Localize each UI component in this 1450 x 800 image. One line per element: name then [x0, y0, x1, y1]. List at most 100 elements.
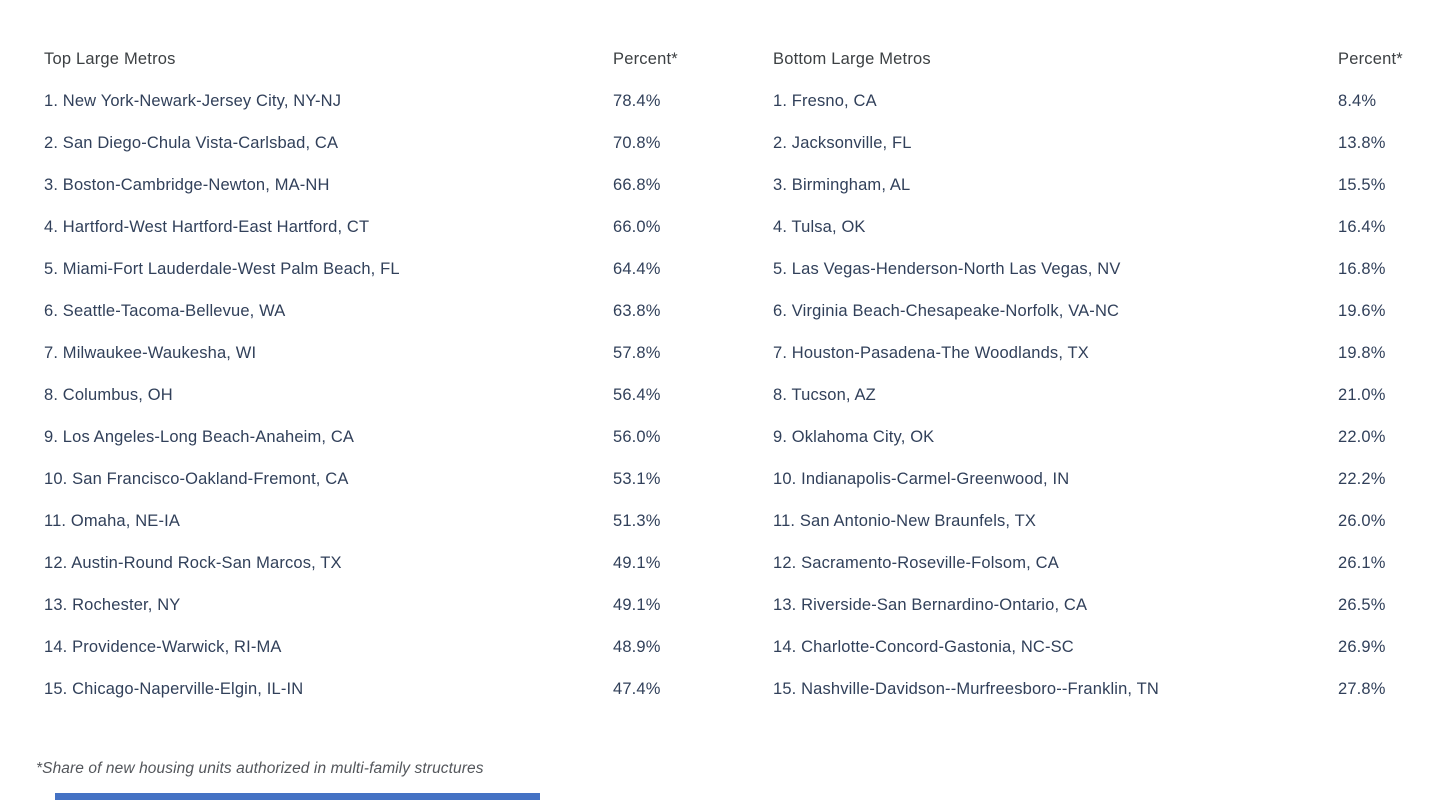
percent-value: 56.0%: [613, 428, 661, 446]
metro-name: 15. Nashville-Davidson--Murfreesboro--Fr…: [773, 680, 1159, 698]
metro-name: 6. Virginia Beach-Chesapeake-Norfolk, VA…: [773, 302, 1120, 320]
percent-value: 66.0%: [613, 218, 661, 236]
table-row: 13. Riverside-San Bernardino-Ontario, CA…: [773, 584, 1413, 626]
metro-name: 9. Los Angeles-Long Beach-Anaheim, CA: [44, 428, 355, 446]
metro-name: 10. San Francisco-Oakland-Fremont, CA: [44, 470, 349, 488]
percent-value: 70.8%: [613, 134, 661, 152]
column-header-percent: Percent*: [1338, 50, 1403, 68]
metro-name: 3. Boston-Cambridge-Newton, MA-NH: [44, 176, 330, 194]
percent-value: 66.8%: [613, 176, 661, 194]
table-row: 1. Fresno, CA 8.4%: [773, 80, 1413, 122]
percent-value: 26.5%: [1338, 596, 1386, 614]
table-row: 7. Houston-Pasadena-The Woodlands, TX 19.…: [773, 332, 1413, 374]
metro-name: 1. Fresno, CA: [773, 92, 877, 110]
percent-value: 51.3%: [613, 512, 661, 530]
table-row: 3. Boston-Cambridge-Newton, MA-NH 66.8%: [44, 164, 724, 206]
metro-name: 5. Las Vegas-Henderson-North Las Vegas, …: [773, 260, 1121, 278]
table-row: 9. Oklahoma City, OK 22.0%: [773, 416, 1413, 458]
percent-value: 64.4%: [613, 260, 661, 278]
table-row: 14. Charlotte-Concord-Gastonia, NC-SC 26.…: [773, 626, 1413, 668]
percent-value: 57.8%: [613, 344, 661, 362]
percent-value: 53.1%: [613, 470, 661, 488]
percent-value: 21.0%: [1338, 386, 1386, 404]
metro-name: 11. San Antonio-New Braunfels, TX: [773, 512, 1036, 530]
percent-value: 13.8%: [1338, 134, 1386, 152]
table-header-row: Top Large Metros Percent*: [44, 38, 724, 80]
bottom-accent-bar: [55, 793, 540, 800]
percent-value: 22.0%: [1338, 428, 1386, 446]
percent-value: 56.4%: [613, 386, 661, 404]
table-row: 15. Chicago-Naperville-Elgin, IL-IN 47.4%: [44, 668, 724, 710]
metro-name: 6. Seattle-Tacoma-Bellevue, WA: [44, 302, 286, 320]
metro-name: 8. Tucson, AZ: [773, 386, 876, 404]
percent-value: 8.4%: [1338, 92, 1377, 110]
metro-name: 7. Milwaukee-Waukesha, WI: [44, 344, 257, 362]
bottom-metros-rows: 1. Fresno, CA 8.4% 2. Jacksonville, FL 13.8…: [773, 80, 1413, 710]
percent-value: 15.5%: [1338, 176, 1386, 194]
percent-value: 16.8%: [1338, 260, 1386, 278]
metro-name: 10. Indianapolis-Carmel-Greenwood, IN: [773, 470, 1070, 488]
table-row: 6. Seattle-Tacoma-Bellevue, WA 63.8%: [44, 290, 724, 332]
table-row: 4. Tulsa, OK 16.4%: [773, 206, 1413, 248]
percent-value: 27.8%: [1338, 680, 1386, 698]
percent-value: 47.4%: [613, 680, 661, 698]
footnote: *Share of new housing units authorized i…: [36, 760, 484, 777]
metro-name: 13. Rochester, NY: [44, 596, 181, 614]
table-row: 1. New York-Newark-Jersey City, NY-NJ 78.…: [44, 80, 724, 122]
table-row: 10. Indianapolis-Carmel-Greenwood, IN 22.…: [773, 458, 1413, 500]
table-row: 13. Rochester, NY 49.1%: [44, 584, 724, 626]
table-row: 3. Birmingham, AL 15.5%: [773, 164, 1413, 206]
metro-name: 13. Riverside-San Bernardino-Ontario, CA: [773, 596, 1088, 614]
metro-name: 4. Tulsa, OK: [773, 218, 866, 236]
percent-value: 16.4%: [1338, 218, 1386, 236]
metro-name: 2. San Diego-Chula Vista-Carlsbad, CA: [44, 134, 339, 152]
metro-name: 12. Sacramento-Roseville-Folsom, CA: [773, 554, 1059, 572]
percent-value: 26.0%: [1338, 512, 1386, 530]
column-header-top-metros: Top Large Metros: [44, 50, 176, 68]
percent-value: 26.9%: [1338, 638, 1386, 656]
metro-name: 4. Hartford-West Hartford-East Hartford,…: [44, 218, 370, 236]
metro-name: 2. Jacksonville, FL: [773, 134, 912, 152]
table-header-row: Bottom Large Metros Percent*: [773, 38, 1413, 80]
table-row: 5. Miami-Fort Lauderdale-West Palm Beach…: [44, 248, 724, 290]
metro-name: 3. Birmingham, AL: [773, 176, 911, 194]
table-row: 5. Las Vegas-Henderson-North Las Vegas, …: [773, 248, 1413, 290]
table-row: 14. Providence-Warwick, RI-MA 48.9%: [44, 626, 724, 668]
metro-name: 14. Charlotte-Concord-Gastonia, NC-SC: [773, 638, 1074, 656]
metro-name: 12. Austin-Round Rock-San Marcos, TX: [44, 554, 342, 572]
table-row: 2. Jacksonville, FL 13.8%: [773, 122, 1413, 164]
metro-name: 7. Houston-Pasadena-The Woodlands, TX: [773, 344, 1089, 362]
table-row: 15. Nashville-Davidson--Murfreesboro--Fr…: [773, 668, 1413, 710]
table-row: 12. Sacramento-Roseville-Folsom, CA 26.1%: [773, 542, 1413, 584]
percent-value: 49.1%: [613, 554, 661, 572]
metro-name: 9. Oklahoma City, OK: [773, 428, 935, 446]
table-row: 7. Milwaukee-Waukesha, WI 57.8%: [44, 332, 724, 374]
percent-value: 19.6%: [1338, 302, 1386, 320]
column-header-percent: Percent*: [613, 50, 678, 68]
metro-name: 14. Providence-Warwick, RI-MA: [44, 638, 282, 656]
table-row: 9. Los Angeles-Long Beach-Anaheim, CA 56.…: [44, 416, 724, 458]
metro-name: 1. New York-Newark-Jersey City, NY-NJ: [44, 92, 342, 110]
metro-name: 8. Columbus, OH: [44, 386, 173, 404]
metro-name: 5. Miami-Fort Lauderdale-West Palm Beach…: [44, 260, 400, 278]
percent-value: 26.1%: [1338, 554, 1386, 572]
table-row: 11. San Antonio-New Braunfels, TX 26.0%: [773, 500, 1413, 542]
table-row: 8. Columbus, OH 56.4%: [44, 374, 724, 416]
percent-value: 78.4%: [613, 92, 661, 110]
percent-value: 48.9%: [613, 638, 661, 656]
table-row: 2. San Diego-Chula Vista-Carlsbad, CA 70.…: [44, 122, 724, 164]
table-row: 10. San Francisco-Oakland-Fremont, CA 53.…: [44, 458, 724, 500]
table-row: 12. Austin-Round Rock-San Marcos, TX 49.1…: [44, 542, 724, 584]
table-row: 11. Omaha, NE-IA 51.3%: [44, 500, 724, 542]
table-row: 4. Hartford-West Hartford-East Hartford,…: [44, 206, 724, 248]
table-row: 6. Virginia Beach-Chesapeake-Norfolk, VA…: [773, 290, 1413, 332]
top-metros-rows: 1. New York-Newark-Jersey City, NY-NJ 78.…: [44, 80, 724, 710]
bottom-large-metros-table: Bottom Large Metros Percent* 1. Fresno, …: [773, 38, 1413, 710]
table-row: 8. Tucson, AZ 21.0%: [773, 374, 1413, 416]
percent-value: 19.8%: [1338, 344, 1386, 362]
top-large-metros-table: Top Large Metros Percent* 1. New York-Ne…: [44, 38, 724, 710]
percent-value: 63.8%: [613, 302, 661, 320]
percent-value: 49.1%: [613, 596, 661, 614]
column-header-bottom-metros: Bottom Large Metros: [773, 50, 931, 68]
